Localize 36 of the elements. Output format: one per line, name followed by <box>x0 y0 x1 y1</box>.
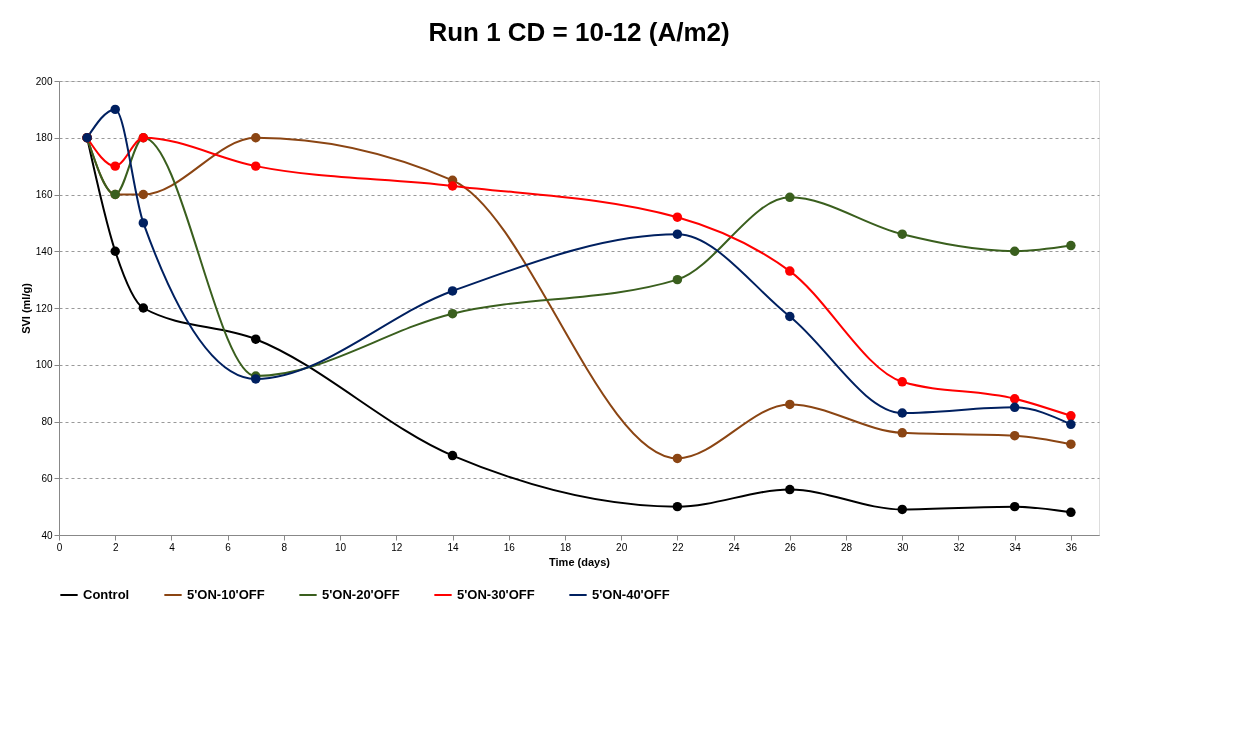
x-tick-label: 14 <box>447 541 460 553</box>
legend-label: 5'ON-30'OFF <box>457 587 535 602</box>
x-tick-label: 10 <box>335 541 347 553</box>
legend-label: Control <box>83 587 130 602</box>
legend-label: 5'ON-40'OFF <box>592 587 670 602</box>
x-tick-label: 30 <box>897 541 909 553</box>
x-tick-label: 28 <box>840 541 853 553</box>
y-tick-label: 120 <box>35 302 53 314</box>
x-tick-label: 2 <box>112 541 119 553</box>
x-tick-label: 22 <box>672 541 684 553</box>
y-tick-label: 40 <box>41 529 53 541</box>
legend-label: 5'ON-10'OFF <box>187 587 265 602</box>
legend-label: 5'ON-20'OFF <box>322 587 400 602</box>
x-tick-label: 24 <box>728 541 741 553</box>
y-tick-label: 100 <box>35 359 53 371</box>
x-tick-label: 16 <box>503 541 516 553</box>
y-tick-label: 60 <box>41 472 53 484</box>
x-tick-label: 32 <box>953 541 965 553</box>
x-tick-label: 8 <box>281 541 288 553</box>
x-tick-label: 6 <box>225 541 232 553</box>
y-axis-title: SVI (ml/g) <box>19 282 32 334</box>
x-tick-label: 20 <box>616 541 628 553</box>
x-tick-label: 18 <box>559 541 572 553</box>
x-tick-label: 26 <box>784 541 797 553</box>
x-tick-label: 0 <box>56 541 63 553</box>
x-tick-label: 36 <box>1065 541 1078 553</box>
y-tick-label: 140 <box>35 245 53 257</box>
chart-title: Run 1 CD = 10-12 (A/m2) <box>428 17 730 47</box>
y-tick-label: 200 <box>35 75 53 87</box>
x-tick-label: 34 <box>1009 541 1022 553</box>
x-tick-label: 4 <box>169 541 176 553</box>
y-tick-label: 160 <box>35 189 53 200</box>
x-tick-label: 12 <box>391 541 403 553</box>
x-axis-title: Time (days) <box>549 555 611 568</box>
y-tick-label: 80 <box>41 416 53 427</box>
y-tick-label: 180 <box>35 132 53 144</box>
